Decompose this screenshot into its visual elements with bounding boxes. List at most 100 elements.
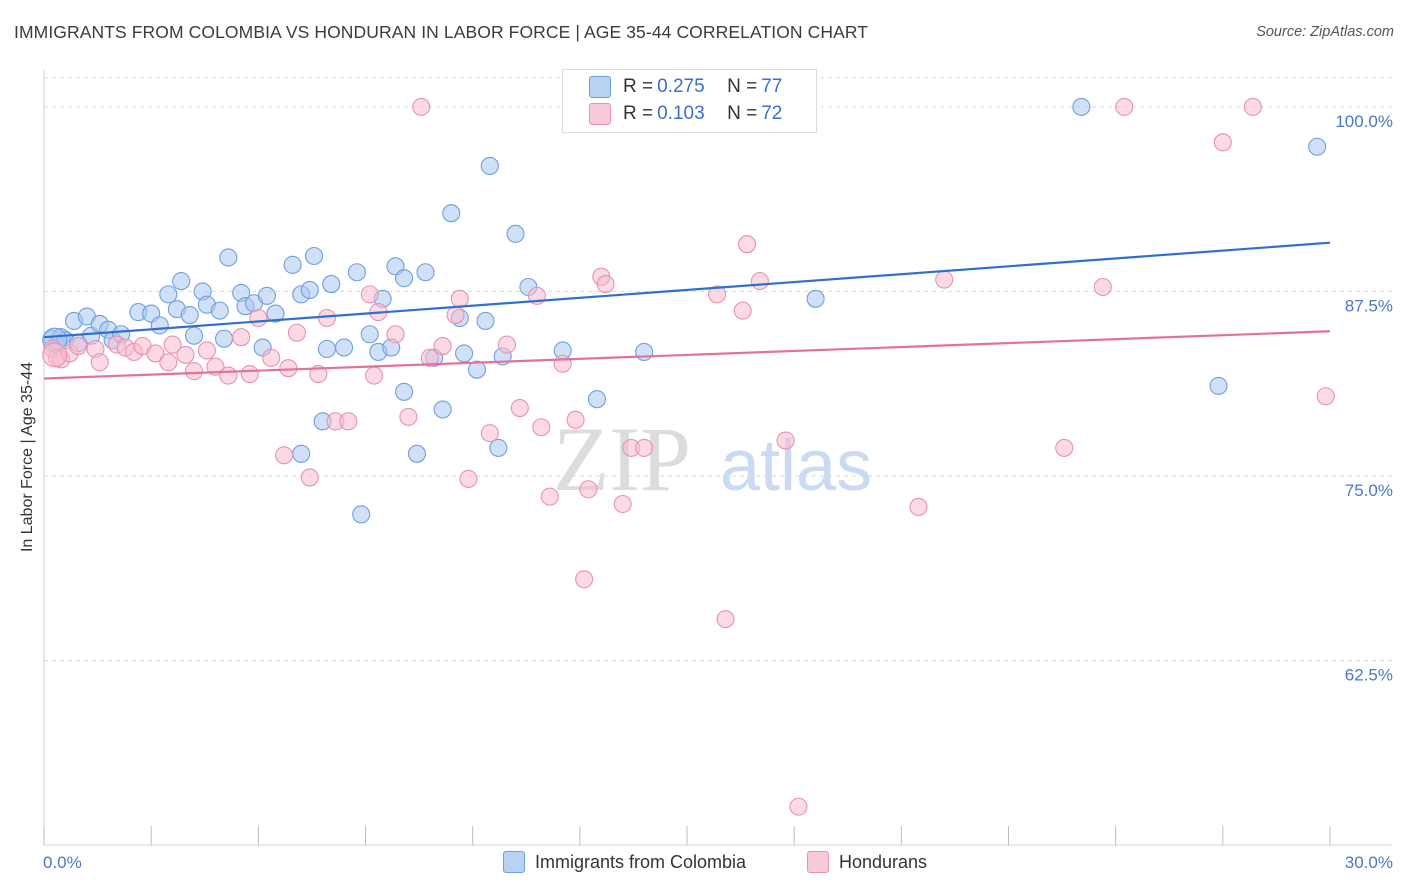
series-hondurans-points — [42, 97, 1335, 816]
colombia-point — [184, 326, 204, 345]
x-tick-label-min: 0.0% — [43, 853, 82, 872]
honduran-point — [176, 345, 195, 364]
honduran-point — [339, 412, 358, 431]
honduran-point — [579, 480, 598, 499]
honduran-point — [146, 344, 165, 363]
stats-row-colombia: R = 0.275 N = 77 — [589, 75, 782, 99]
stats-legend: R = 0.275 N = 77 R = 0.103 N = 72 — [562, 69, 817, 133]
trend-lines — [43, 241, 1331, 380]
n-value: 72 — [761, 103, 783, 124]
honduran-point — [733, 301, 752, 320]
colombia-point — [395, 269, 414, 288]
n-value: 77 — [761, 76, 783, 97]
honduran-point — [360, 285, 379, 304]
colombia-point — [455, 344, 474, 363]
honduran-point — [240, 365, 259, 384]
colombia-point — [210, 301, 229, 320]
colombia-point — [335, 338, 354, 357]
honduran-point — [737, 235, 757, 254]
legend-label-hondurans: Hondurans — [839, 851, 928, 872]
honduran-point — [613, 494, 632, 514]
honduran-point — [635, 438, 654, 457]
honduran-point — [206, 357, 225, 376]
honduran-point — [262, 348, 281, 367]
r-label: R = — [623, 76, 654, 97]
colombia-point — [635, 342, 654, 362]
colombia-point — [395, 382, 414, 401]
honduran-point — [249, 308, 268, 328]
y-tick-label: 75.0% — [1345, 481, 1393, 500]
honduran-point — [566, 410, 585, 429]
honduran-point — [420, 348, 439, 367]
honduran-point — [1316, 387, 1335, 406]
honduran-point — [42, 342, 68, 368]
honduran-point — [90, 353, 109, 372]
legend-swatch-blue — [503, 851, 525, 873]
r-label: R = — [623, 103, 654, 124]
trend-line-hondurans — [43, 330, 1331, 380]
colombia-point — [266, 304, 285, 323]
colombia-point — [433, 400, 452, 419]
honduran-point — [365, 366, 384, 385]
colombia-point — [283, 255, 302, 274]
honduran-point — [480, 424, 499, 443]
honduran-point — [69, 336, 88, 356]
colombia-point — [292, 444, 311, 463]
honduran-point — [450, 289, 469, 308]
honduran-point — [707, 285, 727, 304]
series-legend: Immigrants from Colombia Hondurans — [0, 851, 1406, 877]
honduran-point — [540, 487, 559, 506]
r-value: 0.103 — [657, 103, 705, 124]
legend-item-colombia: Immigrants from Colombia — [503, 851, 746, 873]
honduran-point — [789, 797, 808, 816]
r-value: 0.275 — [657, 76, 705, 97]
colombia-point — [587, 390, 607, 409]
honduran-point — [159, 353, 178, 372]
honduran-point — [596, 274, 615, 294]
colombia-point — [150, 316, 169, 335]
honduran-point — [459, 469, 478, 488]
colombia-point — [305, 246, 324, 266]
axes — [43, 70, 1392, 846]
chart-source: Source: ZipAtlas.com — [1256, 24, 1394, 40]
colombia-point — [476, 311, 495, 331]
colombia-point — [467, 360, 487, 379]
honduran-point — [935, 270, 954, 289]
colombia-point — [219, 248, 238, 267]
y-tick-label: 87.5% — [1345, 296, 1393, 315]
colombia-point — [1072, 97, 1091, 116]
honduran-point — [219, 366, 238, 385]
trend-line-colombia — [43, 241, 1331, 339]
colombia-point — [442, 204, 461, 223]
honduran-point — [300, 468, 319, 487]
colombia-point — [257, 286, 276, 305]
honduran-point — [163, 335, 182, 354]
honduran-point — [716, 610, 735, 629]
y-tick-labels: 62.5% 75.0% 87.5% 100.0% — [1335, 112, 1393, 685]
honduran-point — [1213, 133, 1232, 152]
honduran-point — [510, 398, 529, 418]
colombia-point — [347, 263, 366, 282]
honduran-point — [197, 341, 216, 360]
colombia-point — [1209, 376, 1228, 395]
colombia-point — [317, 339, 336, 359]
honduran-point — [275, 446, 294, 465]
colombia-point — [489, 438, 508, 457]
honduran-point — [909, 497, 928, 517]
y-tick-label: 62.5% — [1345, 665, 1393, 684]
honduran-point — [287, 323, 306, 342]
honduran-point — [309, 365, 328, 384]
honduran-point — [399, 407, 418, 426]
colombia-point — [180, 305, 199, 325]
n-label: N = — [727, 76, 758, 97]
colombia-point — [172, 272, 191, 291]
honduran-point — [575, 570, 594, 589]
legend-item-hondurans: Hondurans — [807, 851, 927, 873]
honduran-point — [232, 328, 251, 347]
honduran-point — [412, 97, 431, 116]
honduran-point — [1093, 277, 1112, 297]
colombia-point — [416, 263, 435, 282]
honduran-point — [386, 325, 405, 344]
honduran-point — [317, 308, 336, 328]
